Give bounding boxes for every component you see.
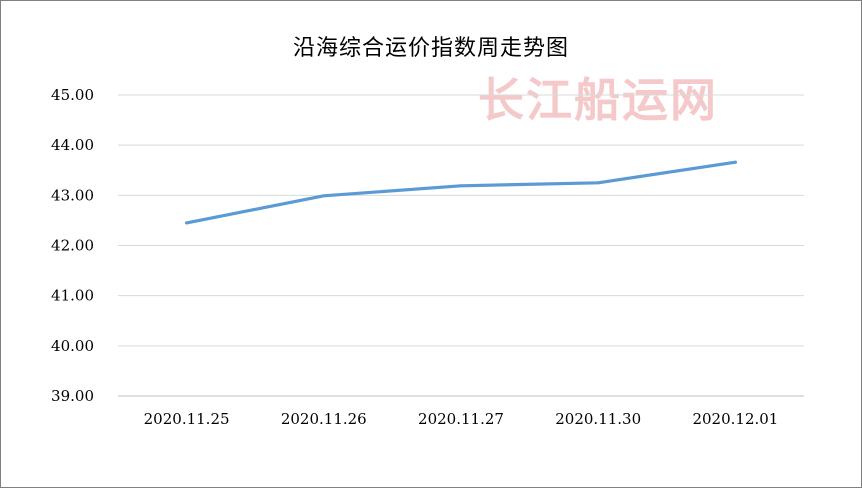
y-tick-label: 40.00 [51,337,94,355]
gridlines [118,94,804,397]
x-tick-label: 2020.12.01 [692,410,778,428]
x-tick-label: 2020.11.27 [418,410,504,428]
x-tick-label: 2020.11.30 [555,410,641,428]
data-point [733,160,737,164]
watermark-logo: 长江船运网 [478,73,718,127]
x-tick-label: 2020.11.25 [144,410,230,428]
y-axis-ticks: 45.00 44.00 43.00 42.00 41.00 40.00 39.00 [51,86,94,405]
data-point [185,221,189,225]
data-point [322,194,326,198]
x-tick-label: 2020.11.26 [281,410,367,428]
series-line [185,160,738,225]
x-axis-ticks: 2020.11.25 2020.11.26 2020.11.27 2020.11.30… [144,410,779,428]
data-point [596,181,600,185]
y-tick-label: 44.00 [51,136,94,154]
y-tick-label: 43.00 [51,186,94,204]
chart-title: 沿海综合运价指数周走势图 [292,36,569,61]
y-tick-label: 42.00 [51,237,94,255]
y-tick-label: 45.00 [51,86,94,104]
y-tick-label: 41.00 [51,287,94,305]
data-point [459,184,463,188]
y-tick-label: 39.00 [51,387,94,405]
series-layer [185,160,738,225]
